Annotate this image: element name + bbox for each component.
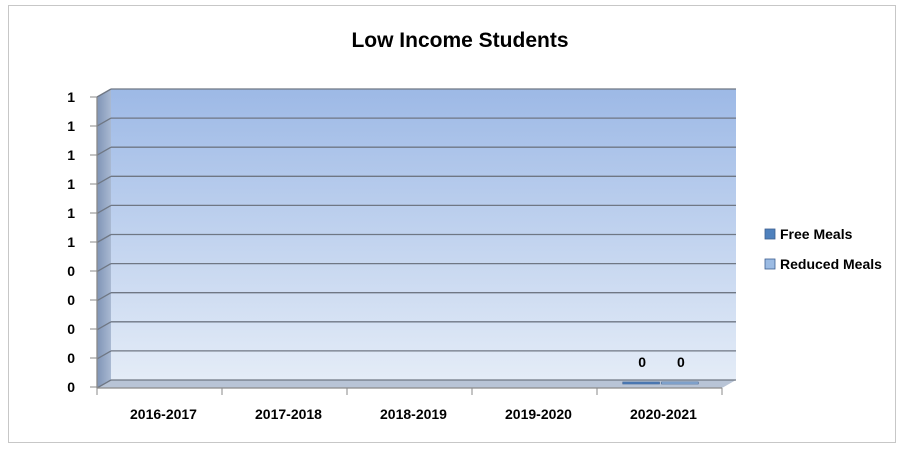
y-tick-label: 0 <box>67 379 75 395</box>
y-tick-label: 0 <box>67 292 75 308</box>
legend-swatch <box>764 228 776 240</box>
gridline-side <box>96 263 112 273</box>
y-tick-label: 0 <box>67 321 75 337</box>
x-tick-label: 2019-2020 <box>505 406 572 422</box>
y-tick-label: 1 <box>67 176 75 192</box>
gridline-side <box>96 204 112 214</box>
y-tick-label: 1 <box>67 147 75 163</box>
gridline-side <box>96 88 112 98</box>
gridline-side <box>96 292 112 302</box>
y-tick-label: 1 <box>67 118 75 134</box>
gridline-side <box>96 117 112 127</box>
x-tick-label: 2020-2021 <box>630 406 697 422</box>
x-tick-label: 2016-2017 <box>130 406 197 422</box>
gridline-side <box>96 233 112 244</box>
legend-swatch <box>764 258 776 270</box>
legend-label: Reduced Meals <box>780 256 882 272</box>
legend: Free Meals Reduced Meals <box>764 226 882 272</box>
y-tick-label: 1 <box>67 205 75 221</box>
y-tick-label: 1 <box>67 234 75 250</box>
gridline-side <box>96 350 112 360</box>
y-tick-label: 0 <box>67 263 75 279</box>
legend-label: Free Meals <box>780 226 853 242</box>
bar <box>622 381 660 385</box>
gridline-side <box>96 321 112 331</box>
gridline-side <box>96 175 112 185</box>
data-label: 0 <box>638 354 646 370</box>
y-tick-label: 1 <box>67 89 75 105</box>
y-tick-label: 0 <box>67 350 75 366</box>
gridline-side <box>96 146 112 156</box>
data-label: 0 <box>677 354 685 370</box>
bar <box>661 381 699 385</box>
gridline-side <box>96 379 112 389</box>
x-tick-label: 2017-2018 <box>255 406 322 422</box>
chart-title: Low Income Students <box>351 29 568 52</box>
plot-floor <box>97 380 736 388</box>
x-tick-label: 2018-2019 <box>380 406 447 422</box>
